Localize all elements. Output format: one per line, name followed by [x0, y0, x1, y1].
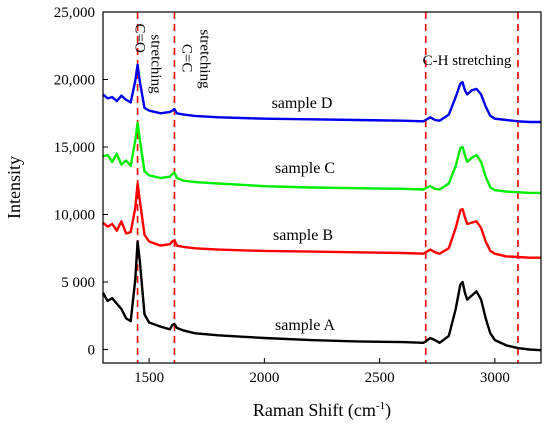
- series-line-1: [102, 182, 541, 259]
- x-axis-label: Raman Shift (cm-1): [253, 400, 391, 421]
- x-axis-label-superscript: -1: [376, 400, 385, 412]
- reference-lines: [136, 12, 519, 363]
- spectra-series: [101, 63, 542, 352]
- x-axis-label-main: Raman Shift (cm: [253, 400, 376, 421]
- c-c-annotation-line1: C=C: [178, 44, 194, 72]
- x-tick-label-2: 2500: [365, 370, 395, 386]
- x-tick-label-0: 1500: [134, 370, 164, 386]
- axis-ticks: 1500 2000 2500 3000 0 5 000 10,000 15,000 20,000…: [54, 5, 510, 386]
- c-c-stretching-annotation: C=C stretching: [178, 29, 212, 89]
- c-o-annotation-line1: C=O: [132, 23, 148, 52]
- y-tick-label-3: 15,000: [54, 140, 95, 156]
- c-h-stretching-annotation: C-H stretching: [423, 53, 512, 69]
- c-c-annotation-line2: stretching: [196, 29, 212, 89]
- y-tick-label-4: 20,000: [54, 73, 95, 89]
- series-label-sample-c: sample C: [275, 160, 335, 177]
- x-tick-label-1: 2000: [249, 370, 279, 386]
- y-tick-label-2: 10,000: [54, 208, 95, 224]
- series-label-sample-d: sample D: [272, 95, 333, 112]
- y-tick-label-1: 5 000: [61, 275, 95, 291]
- y-tick-label-5: 25,000: [54, 5, 95, 21]
- plot-frame: [102, 11, 542, 364]
- series-label-sample-a: sample A: [275, 317, 335, 334]
- c-o-annotation-line2: stretching: [148, 34, 164, 94]
- series-label-sample-b: sample B: [273, 227, 333, 244]
- x-tick-label-3: 3000: [480, 370, 510, 386]
- series-line-3: [102, 63, 541, 124]
- y-tick-label-0: 0: [88, 343, 96, 359]
- y-axis-label: Intensity: [4, 156, 24, 219]
- x-axis-label-close: ): [385, 400, 391, 421]
- c-o-stretching-annotation: C=O stretching: [132, 23, 164, 94]
- series-line-2: [102, 121, 541, 195]
- series-line-0: [101, 240, 542, 352]
